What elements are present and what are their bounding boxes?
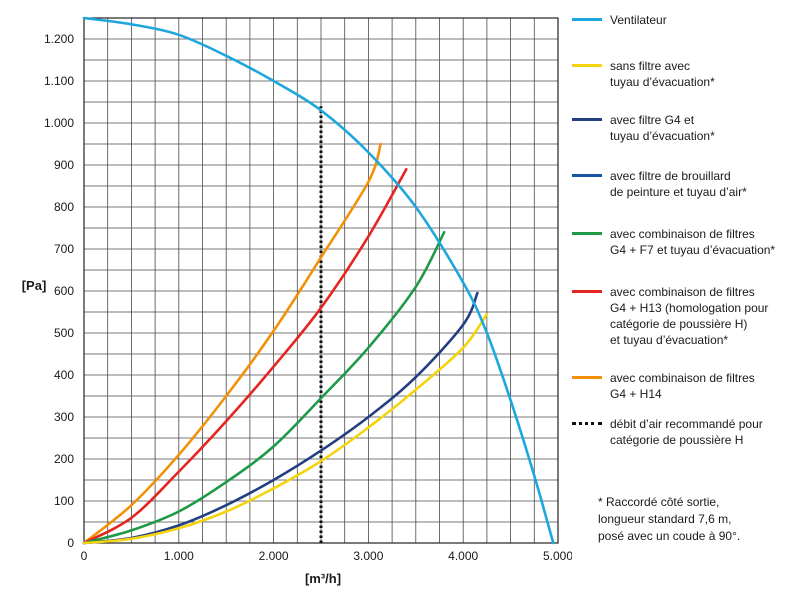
y-tick-label: 100	[54, 494, 74, 508]
legend-swatch	[572, 64, 602, 67]
grid	[83, 17, 559, 544]
x-tick-label: 4.000	[448, 549, 478, 563]
x-axis-label: [m³/h]	[305, 571, 341, 586]
y-tick-label: 1.000	[44, 116, 74, 130]
footnote: * Raccordé côté sortie, longueur standar…	[598, 495, 741, 543]
legend-swatch	[572, 18, 602, 21]
series-line	[82, 291, 479, 545]
x-tick-label: 3.000	[353, 549, 383, 563]
series-line	[82, 142, 382, 545]
x-tick-label: 1.000	[164, 549, 194, 563]
legend-label: sans filtre avec tuyau d’évacuation*	[610, 59, 715, 89]
legend-swatch	[572, 174, 602, 177]
legend-label: avec combinaison de filtres G4 + H13 (ho…	[610, 285, 769, 347]
y-tick-label: 700	[54, 242, 74, 256]
y-tick-label: 600	[54, 284, 74, 298]
legend-label: avec combinaison de filtres G4 + H14	[610, 371, 755, 401]
legend-swatch	[572, 290, 602, 293]
chart: 0 1.000 2.000 3.000 4.000 5.000 0 100 200 300 400 5…	[22, 16, 572, 586]
legend-label: avec filtre de brouillard de peinture et…	[610, 169, 747, 199]
series-layer	[82, 16, 555, 545]
y-tick-label: 1.100	[44, 74, 74, 88]
series-line	[82, 167, 408, 545]
legend-label: avec filtre G4 et tuyau d’évacuation*	[610, 113, 715, 143]
y-tick-label: 300	[54, 410, 74, 424]
x-tick-label: 5.000	[543, 549, 572, 563]
series-line	[82, 230, 446, 545]
x-tick-label: 0	[81, 549, 88, 563]
legend-label: Ventilateur	[610, 13, 667, 27]
legend-swatch	[572, 118, 602, 121]
y-tick-label: 1.200	[44, 32, 74, 46]
y-tick-label: 900	[54, 158, 74, 172]
series-line	[82, 16, 555, 545]
y-axis-label: [Pa]	[22, 278, 47, 293]
y-tick-label: 200	[54, 452, 74, 466]
legend-label: avec combinaison de filtres G4 + F7 et t…	[610, 227, 776, 257]
y-tick-label: 500	[54, 326, 74, 340]
y-tick-label: 800	[54, 200, 74, 214]
tick-labels: 0 1.000 2.000 3.000 4.000 5.000 0 100 200 300 400 5…	[44, 32, 572, 563]
y-tick-label: 400	[54, 368, 74, 382]
x-tick-label: 2.000	[259, 549, 289, 563]
legend-label: débit d’air recommandé pour catégorie de…	[610, 417, 763, 447]
legend-swatch	[572, 376, 602, 379]
legend-swatch	[572, 232, 602, 235]
series-line	[82, 312, 489, 545]
legend-swatch	[572, 422, 602, 425]
y-tick-label: 0	[67, 536, 74, 550]
